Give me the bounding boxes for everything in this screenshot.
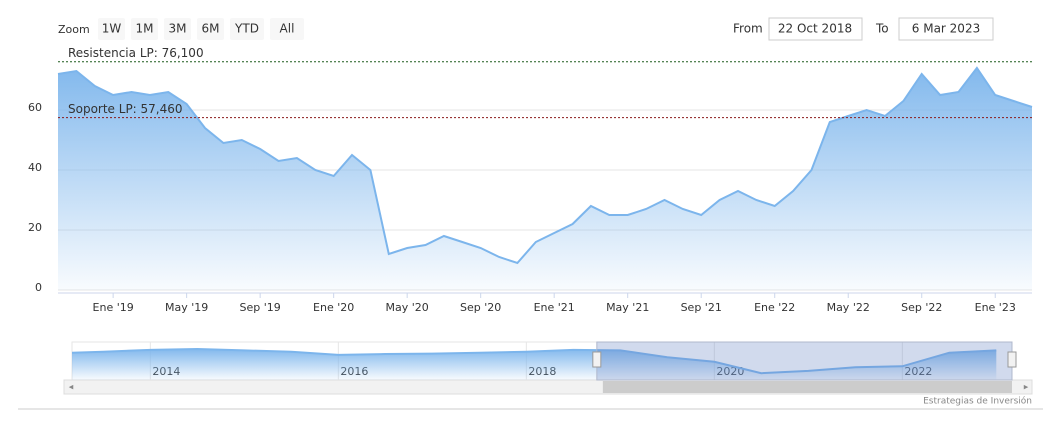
area — [58, 68, 1032, 290]
y-tick-label: 40 — [28, 161, 42, 174]
x-tick-label: Ene '20 — [313, 301, 354, 314]
y-tick-label: 20 — [28, 221, 42, 234]
x-tick-label: May '22 — [827, 301, 870, 314]
range-button[interactable] — [230, 18, 264, 40]
range-button[interactable] — [131, 18, 158, 40]
area-line — [57, 66, 1033, 265]
x-tick-label: Sep '21 — [681, 301, 722, 314]
credit: Estrategias de Inversión — [923, 396, 1032, 407]
range-button-label[interactable]: 3M — [169, 22, 187, 36]
navigator-line — [71, 347, 997, 375]
x-tick-label: Ene '22 — [754, 301, 795, 314]
x-tick-label: Ene '21 — [534, 301, 575, 314]
zoom-label: Zoom — [58, 23, 90, 36]
scroll-left[interactable]: ◂ — [69, 383, 74, 393]
x-tick-label: Sep '19 — [240, 301, 281, 314]
plot-line-label: Resistencia LP: 76,100 — [68, 46, 204, 60]
navigator-handle[interactable] — [592, 351, 602, 368]
x-tick-label: May '19 — [165, 301, 208, 314]
range-button-label[interactable]: 1W — [102, 22, 122, 36]
y-tick-label: 60 — [28, 101, 42, 114]
to-value[interactable]: 6 Mar 2023 — [912, 22, 980, 36]
from-label: From — [733, 22, 763, 36]
x-tick-label: Sep '20 — [460, 301, 501, 314]
x-tick-label: Ene '23 — [975, 301, 1016, 314]
range-button[interactable] — [270, 18, 304, 40]
range-button[interactable] — [197, 18, 224, 40]
range-button[interactable] — [164, 18, 191, 40]
x-tick-label: May '21 — [606, 301, 649, 314]
plot-line-label: Soporte LP: 57,460 — [68, 102, 183, 116]
scroll-right[interactable]: ▸ — [1024, 383, 1029, 393]
navigator-window[interactable] — [596, 341, 1013, 381]
to-input[interactable] — [898, 17, 994, 41]
x-tick-label: Sep '22 — [901, 301, 942, 314]
x-tick-label: Ene '19 — [93, 301, 134, 314]
x-tick-label: May '20 — [386, 301, 429, 314]
from-value[interactable]: 22 Oct 2018 — [778, 22, 852, 36]
range-button-label[interactable]: 1M — [136, 22, 154, 36]
range-button-label[interactable]: All — [280, 22, 295, 36]
y-tick-label: 0 — [35, 281, 42, 294]
range-button[interactable] — [98, 18, 125, 40]
from-input[interactable] — [768, 17, 863, 41]
range-button-label[interactable]: YTD — [234, 22, 259, 36]
scrollbar-thumb[interactable] — [602, 381, 1012, 393]
navigator-handle[interactable] — [1007, 351, 1017, 368]
to-label: To — [875, 22, 889, 36]
navigator-area — [72, 349, 997, 380]
range-button-label[interactable]: 6M — [202, 22, 220, 36]
